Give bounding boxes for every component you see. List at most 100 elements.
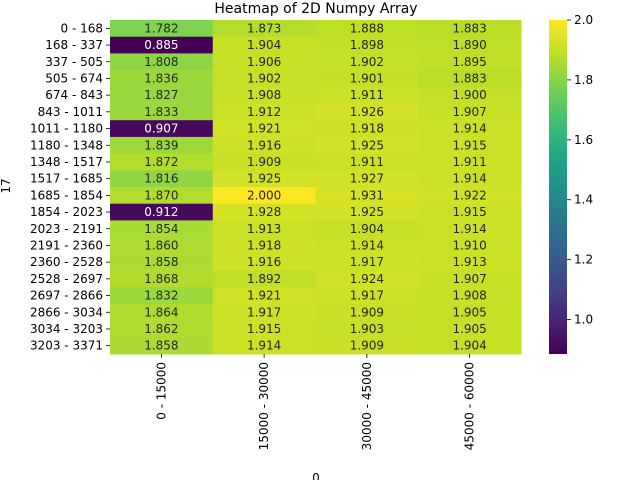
heatmap-cell	[212, 187, 316, 205]
heatmap-cell	[110, 303, 214, 322]
heatmap-cell	[212, 120, 316, 138]
y-axis-label: 17	[0, 178, 13, 193]
cell-value-label: 1.925	[247, 172, 281, 186]
y-tick-label: 2697 - 2866	[30, 289, 103, 303]
cell-value-label: 1.909	[350, 305, 384, 319]
cell-value-label: 1.916	[247, 138, 281, 152]
cell-value-label: 1.808	[144, 55, 178, 69]
heatmap-cell	[315, 153, 419, 171]
cell-value-label: 1.910	[452, 238, 486, 252]
y-tick-label: 0 - 168	[61, 21, 104, 35]
cell-value-label: 1.913	[247, 222, 281, 236]
heatmap-cell	[418, 153, 522, 171]
heatmap-cell	[110, 270, 214, 288]
heatmap-cell	[110, 170, 214, 188]
heatmap-cell	[315, 237, 419, 255]
cell-value-label: 1.907	[452, 105, 486, 119]
y-tick-label: 1685 - 1854	[30, 188, 103, 202]
cell-value-label: 1.836	[144, 71, 178, 85]
heatmap-cell	[110, 53, 214, 71]
y-tick-label: 3203 - 3371	[30, 339, 103, 353]
heatmap-cell	[418, 103, 522, 121]
cell-value-label: 1.914	[350, 238, 384, 252]
cell-value-label: 1.890	[452, 38, 486, 52]
y-tick-label: 168 - 337	[45, 38, 103, 52]
cell-value-label: 1.922	[452, 188, 486, 202]
cell-value-label: 1.858	[144, 255, 178, 269]
colorbar	[549, 20, 567, 354]
x-tick-label: 30000 - 45000	[360, 362, 374, 450]
cell-value-label: 1.905	[452, 305, 486, 319]
y-tick-label: 1180 - 1348	[30, 138, 103, 152]
heatmap-cell	[418, 187, 522, 205]
heatmap-cell	[418, 337, 522, 355]
heatmap-cell	[315, 320, 419, 338]
heatmap-cell	[212, 270, 316, 288]
cell-value-label: 1.872	[144, 155, 178, 169]
cell-value-label: 1.921	[247, 122, 281, 136]
y-tick-label: 505 - 674	[45, 71, 103, 85]
heatmap-cell	[418, 270, 522, 288]
cell-value-label: 1.912	[247, 105, 281, 119]
cell-value-label: 1.917	[350, 289, 384, 303]
heatmap-cell	[212, 303, 316, 322]
cell-value-label: 1.931	[350, 188, 384, 202]
colorbar-tick-label: 1.8	[574, 73, 593, 87]
cell-value-label: 1.925	[350, 138, 384, 152]
y-tick-label: 1348 - 1517	[30, 155, 103, 169]
cell-value-label: 1.888	[350, 21, 384, 35]
cell-value-label: 2.000	[247, 188, 281, 202]
cell-value-label: 1.905	[452, 322, 486, 336]
cell-value-label: 1.921	[247, 289, 281, 303]
cell-value-label: 1.873	[247, 21, 281, 35]
heatmap-cell	[315, 170, 419, 188]
heatmap-cell	[315, 287, 419, 305]
cell-value-label: 1.892	[247, 272, 281, 286]
heatmap-cell	[315, 36, 419, 54]
heatmap-cell-labels: 1.782 1.873 1.888 1.883 0.885 1.904 1.898 1.890…	[144, 21, 487, 352]
cell-value-label: 1.914	[452, 222, 486, 236]
cell-value-label: 1.913	[452, 255, 486, 269]
cell-value-label: 1.928	[247, 205, 281, 219]
cell-value-label: 1.908	[247, 88, 281, 102]
cell-value-label: 1.911	[452, 155, 486, 169]
heatmap-cell	[110, 20, 214, 38]
cell-value-label: 1.915	[247, 322, 281, 336]
heatmap-cell	[315, 270, 419, 288]
cell-value-label: 1.917	[350, 255, 384, 269]
cell-value-label: 0.885	[144, 38, 178, 52]
cell-value-label: 1.916	[247, 255, 281, 269]
y-tick-label: 1011 - 1180	[30, 122, 103, 136]
cell-value-label: 1.870	[144, 188, 178, 202]
cell-value-label: 1.862	[144, 322, 178, 336]
heatmap-cell	[212, 320, 316, 338]
cell-value-label: 1.900	[452, 88, 486, 102]
heatmap-cell	[110, 103, 214, 121]
heatmap-cell	[418, 120, 522, 138]
cell-value-label: 1.914	[452, 122, 486, 136]
cell-value-label: 1.925	[350, 205, 384, 219]
y-tick-label: 843 - 1011	[38, 105, 103, 119]
heatmap-cell	[110, 187, 214, 205]
heatmap-cell	[212, 53, 316, 71]
y-tick-label: 2023 - 2191	[30, 222, 103, 236]
heatmap-cell	[418, 20, 522, 38]
heatmap-cell	[418, 220, 522, 238]
cell-value-label: 1.902	[247, 71, 281, 85]
y-tick-label: 2191 - 2360	[30, 238, 103, 252]
cell-value-label: 1.883	[452, 21, 486, 35]
x-tick-label: 45000 - 60000	[463, 362, 477, 450]
y-tick-label: 2360 - 2528	[30, 255, 103, 269]
heatmap-cell	[110, 337, 214, 355]
heatmap-cell	[418, 203, 522, 221]
heatmap-cell	[110, 203, 214, 221]
y-axis-ticks: 0 - 168 168 - 337 337 - 505 505 - 674 674 - …	[30, 21, 110, 353]
heatmap-cell	[212, 237, 316, 255]
cell-value-label: 1.918	[247, 238, 281, 252]
cell-value-label: 1.868	[144, 272, 178, 286]
heatmap-cell	[418, 136, 522, 155]
y-tick-label: 337 - 505	[45, 55, 103, 69]
cell-value-label: 1.895	[452, 55, 486, 69]
cell-value-label: 1.904	[452, 339, 486, 353]
